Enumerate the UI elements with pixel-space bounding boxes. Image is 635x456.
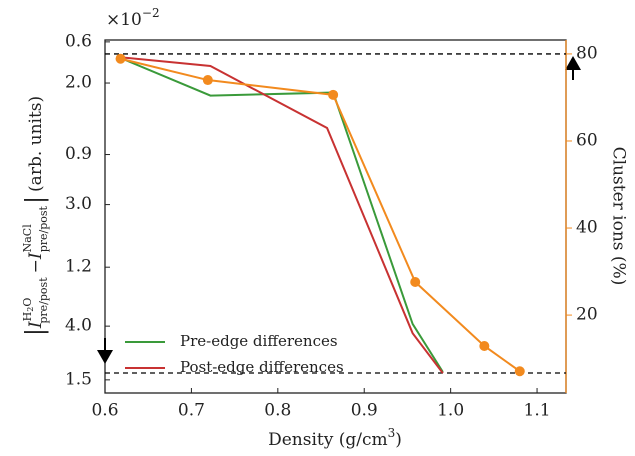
- y-label-i: I: [26, 321, 46, 329]
- y-label-minus: −: [26, 259, 46, 273]
- arrow-down: [97, 350, 113, 364]
- series-line: [120, 57, 521, 373]
- y-axis-label: |IH2O pre/post−INaCl pre/post|(arb. units): [21, 96, 51, 336]
- y-label-sup: H: [21, 312, 34, 322]
- x-tick-label: 0.8: [264, 401, 291, 421]
- multiplier: ×10−2: [106, 6, 160, 30]
- x-tick-label: 0.9: [351, 401, 378, 421]
- y-label-sub: pre/post: [37, 205, 50, 252]
- y2-tick-label: 20: [576, 305, 598, 325]
- y2-tick-label: 40: [576, 218, 598, 238]
- series-marker: [410, 277, 421, 288]
- series-line: [117, 56, 444, 374]
- legend-label: Pre-edge differences: [180, 332, 338, 350]
- y-tick-label: 2.0: [65, 73, 92, 93]
- y-label-sup: 2: [26, 307, 35, 312]
- legend-label: Post-edge differences: [180, 358, 344, 376]
- y-tick-label: 1.2: [65, 257, 92, 277]
- x-axis-label: Density (g/cm3): [268, 426, 402, 450]
- x-label-end: ): [395, 430, 402, 450]
- series-marker: [479, 340, 490, 351]
- y-label-sup: NaCl: [21, 224, 34, 253]
- y-tick-label: 0.9: [65, 144, 92, 164]
- x-tick-label: 0.7: [178, 401, 205, 421]
- multiplier-exp: −2: [142, 6, 160, 20]
- multiplier-base: ×10: [106, 10, 142, 30]
- series-marker: [202, 75, 213, 86]
- y-tick-label: 4.0: [65, 316, 92, 336]
- x-tick-label: 1.0: [437, 401, 464, 421]
- y-tick-label: 1.5: [65, 369, 92, 389]
- y-label-units: (arb. units): [26, 96, 46, 192]
- x-label-text: Density (g/cm: [268, 430, 388, 450]
- y-label-bar: |: [21, 328, 50, 336]
- y-label-sup: O: [21, 298, 34, 307]
- series-marker: [328, 89, 339, 100]
- x-tick-label: 1.1: [524, 401, 551, 421]
- x-tick-label: 0.6: [91, 401, 118, 421]
- y2-tick-label: 80: [576, 43, 598, 63]
- series-marker: [514, 366, 525, 377]
- y-tick-label: 3.0: [65, 194, 92, 214]
- y-label-bar: |: [21, 196, 50, 204]
- y-label-sub: pre/post: [37, 277, 50, 324]
- arrow-up: [565, 56, 581, 70]
- y2-axis-label: Cluster ions (%): [609, 147, 629, 286]
- series-marker: [115, 53, 126, 64]
- y-label-i: I: [26, 252, 46, 260]
- y-tick-label: 0.6: [65, 31, 92, 51]
- y2-tick-label: 60: [576, 130, 598, 150]
- x-label-sup: 3: [388, 426, 396, 440]
